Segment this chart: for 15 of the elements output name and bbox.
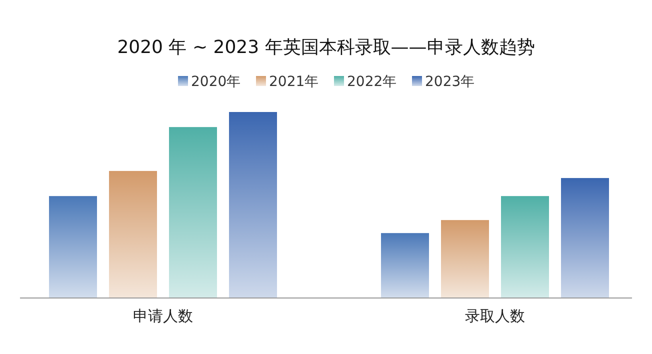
x-tick-label: 申请人数 [133,307,193,325]
bar [169,127,217,298]
x-tick-label: 录取人数 [465,307,525,325]
bar [229,112,277,298]
bar [561,178,609,298]
chart-title: 2020 年 ~ 2023 年英国本科录取——申录人数趋势 [117,37,535,58]
bar [49,196,97,298]
bar [501,196,549,298]
legend-label: 2022年 [347,74,397,90]
bar [381,233,429,298]
legend-label: 2021年 [269,74,319,90]
legend-label: 2020年 [191,74,241,90]
legend-label: 2023年 [425,74,475,90]
bar [109,170,157,298]
bar [441,220,489,298]
